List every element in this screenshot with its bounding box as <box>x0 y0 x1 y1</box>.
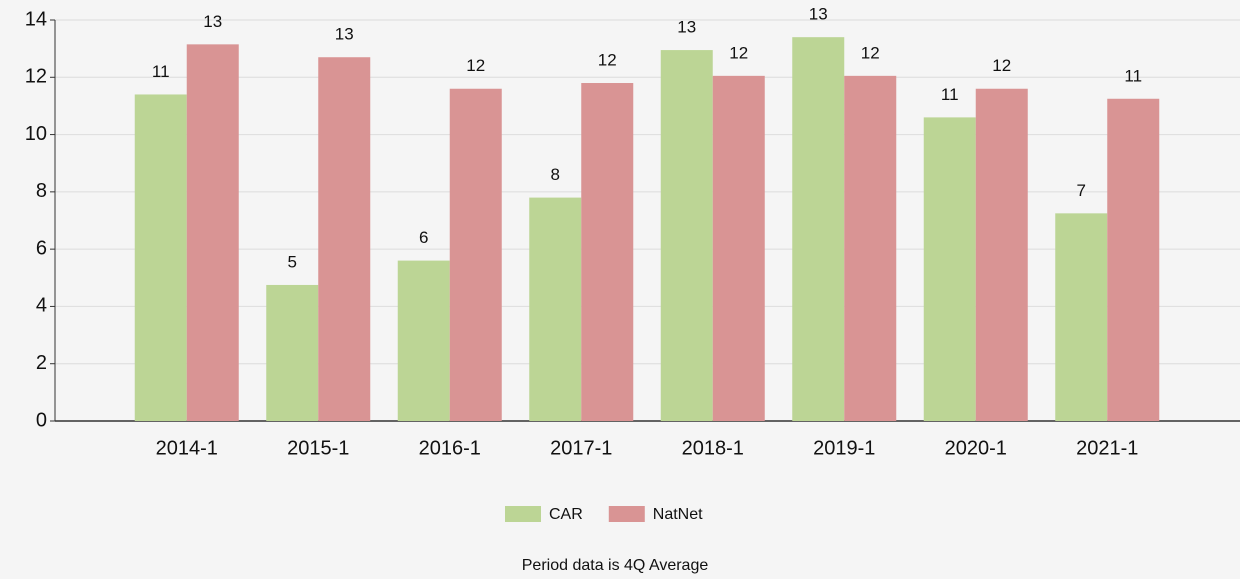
x-tick-label: 2021-1 <box>1076 437 1138 459</box>
bar <box>529 197 582 421</box>
bar <box>923 117 976 421</box>
value-label: 5 <box>288 252 297 271</box>
bar <box>660 50 713 421</box>
value-label: 12 <box>466 56 485 75</box>
legend-swatch <box>608 506 645 522</box>
bar <box>266 284 319 421</box>
bar <box>581 83 634 421</box>
x-tick-label: 2020-1 <box>945 437 1007 459</box>
x-tick-label: 2018-1 <box>682 437 744 459</box>
bar <box>134 94 187 421</box>
bar <box>449 88 502 421</box>
y-tick-label: 10 <box>25 123 47 145</box>
y-tick-label: 14 <box>25 8 47 30</box>
bar <box>844 75 897 421</box>
footnote: Period data is 4Q Average <box>522 557 709 574</box>
y-tick-label: 8 <box>36 180 47 202</box>
bar <box>712 75 765 421</box>
value-label: 13 <box>809 5 828 24</box>
x-tick-label: 2014-1 <box>156 437 218 459</box>
x-tick-label: 2016-1 <box>419 437 481 459</box>
legend-label: NatNet <box>653 506 703 523</box>
value-label: 6 <box>419 228 428 247</box>
value-label: 11 <box>941 85 959 104</box>
bar <box>318 57 371 421</box>
bar <box>186 44 239 421</box>
x-tick-label: 2015-1 <box>287 437 349 459</box>
y-tick-label: 6 <box>36 237 47 259</box>
value-label: 13 <box>203 12 222 31</box>
bar <box>1107 98 1160 422</box>
legend-swatch <box>505 506 541 522</box>
y-tick-label: 12 <box>25 66 47 88</box>
x-tick-label: 2019-1 <box>813 437 875 459</box>
value-label: 12 <box>598 50 617 69</box>
value-label: 7 <box>1077 181 1086 200</box>
value-label: 11 <box>152 62 170 81</box>
value-label: 12 <box>729 43 748 62</box>
legend-label: CAR <box>549 506 583 523</box>
bar <box>975 88 1028 421</box>
bar <box>792 37 845 421</box>
y-tick-label: 2 <box>36 352 47 374</box>
value-label: 8 <box>551 165 560 184</box>
value-label: 13 <box>677 18 696 37</box>
bar <box>397 260 450 421</box>
y-tick-label: 4 <box>36 295 47 317</box>
y-tick-label: 0 <box>36 409 47 431</box>
bar <box>1055 213 1108 421</box>
value-label: 13 <box>335 25 354 44</box>
value-label: 12 <box>861 43 880 62</box>
x-tick-label: 2017-1 <box>550 437 612 459</box>
value-label: 12 <box>992 56 1011 75</box>
value-label: 11 <box>1124 66 1142 85</box>
